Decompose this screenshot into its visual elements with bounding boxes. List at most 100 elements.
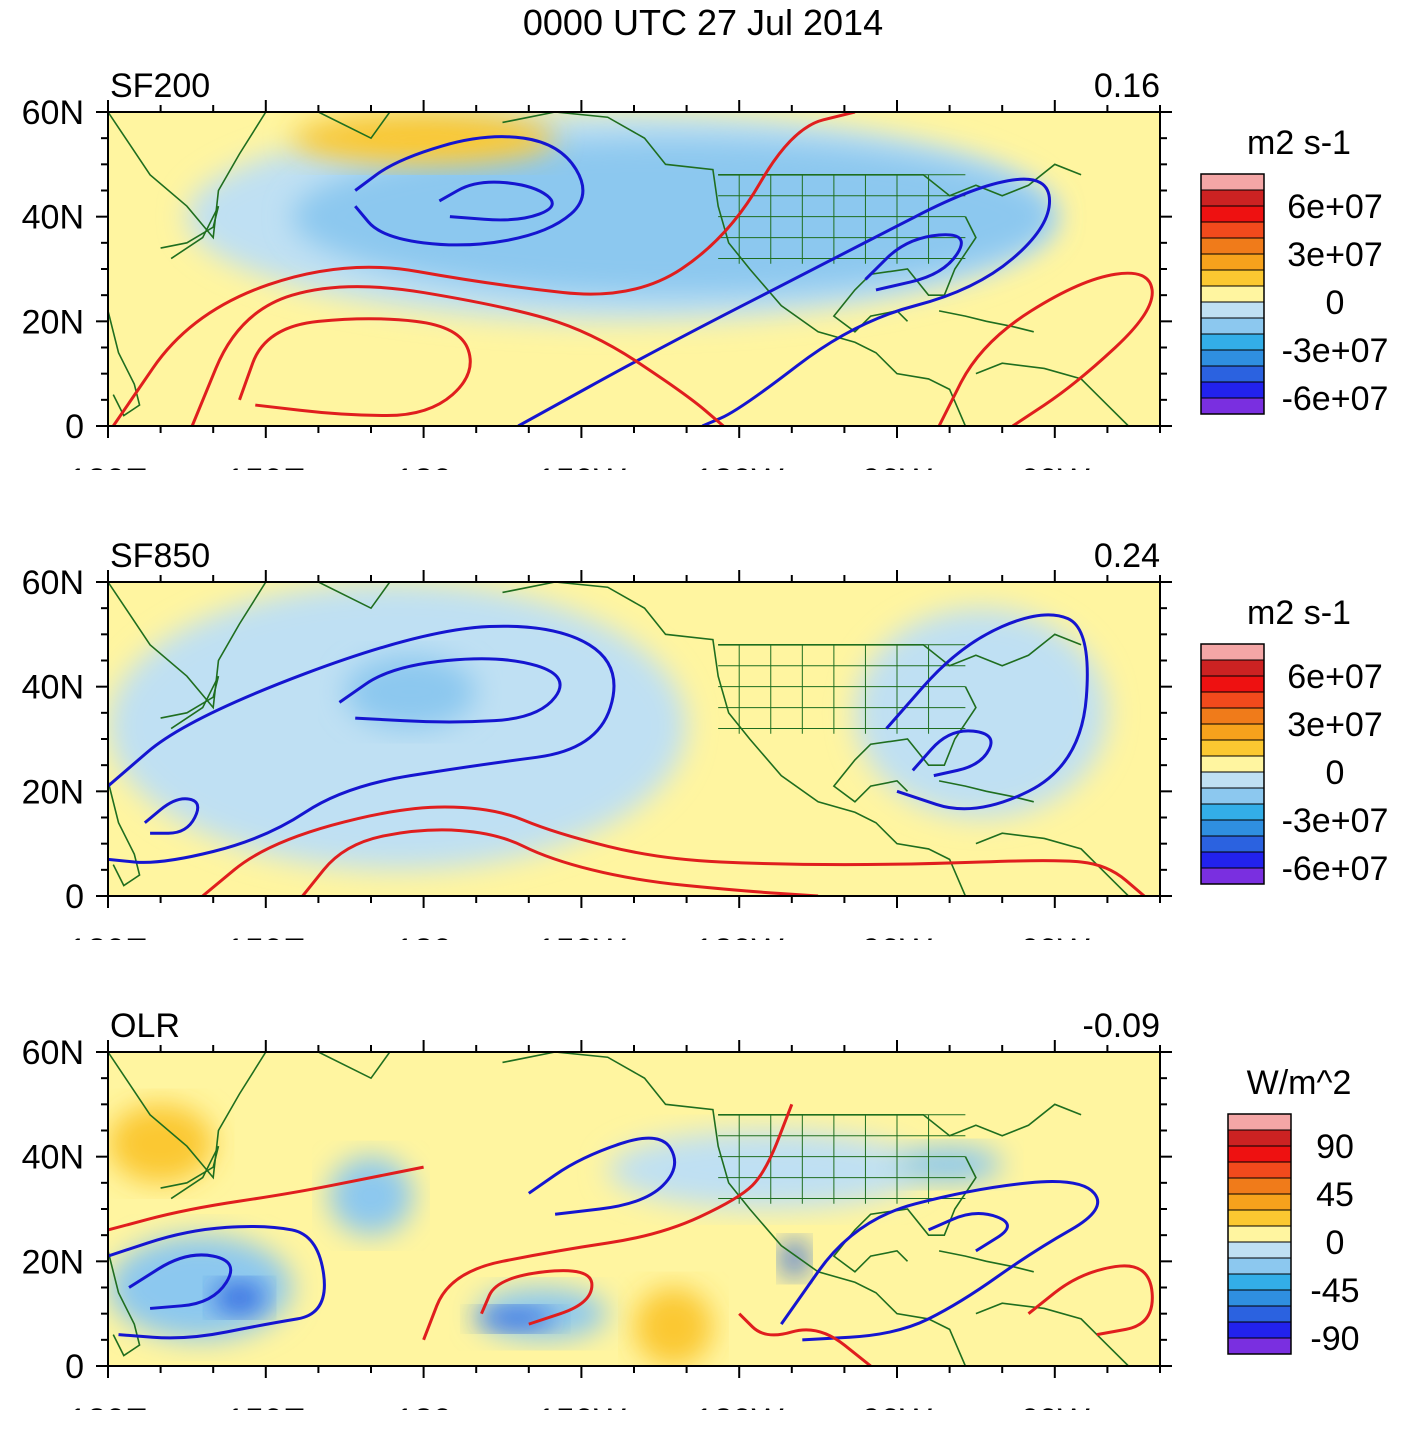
- plot-area: [108, 582, 1160, 896]
- negative-contour: [517, 177, 1052, 426]
- negative-contour: [780, 1180, 1100, 1342]
- plot-area: [108, 112, 1160, 426]
- figure-title: 0000 UTC 27 Jul 2014: [522, 2, 884, 43]
- x-tick-label: 60W: [1020, 932, 1090, 940]
- colorbar-swatch: [1227, 1113, 1292, 1131]
- colorbar-swatch: [1200, 659, 1265, 677]
- colorbar-frame: [1200, 173, 1265, 415]
- positive-contour: [480, 1269, 594, 1326]
- coastline: [108, 1250, 141, 1357]
- coastline: [108, 310, 141, 417]
- y-tick-label: 40N: [22, 669, 84, 707]
- panel-title: OLR: [110, 1007, 180, 1045]
- y-tick-label: 20N: [22, 1243, 84, 1281]
- colorbar-label: 0: [1326, 284, 1345, 322]
- positive-contour: [301, 828, 819, 896]
- positive-contour: [1027, 1264, 1154, 1337]
- colorbar-units: m2 s-1: [1247, 124, 1351, 162]
- x-tick-label: 120W: [695, 462, 784, 470]
- colorbar-label: 3e+07: [1287, 236, 1383, 274]
- colorbar-units: W/m^2: [1247, 1064, 1352, 1102]
- positive-contour: [238, 317, 472, 418]
- x-tick-label: 150E: [226, 932, 305, 940]
- shading-region: [476, 1308, 556, 1330]
- colorbar-swatch: [1200, 333, 1265, 351]
- colorbar-swatch: [1200, 237, 1265, 255]
- colorbar-swatch: [1200, 739, 1265, 757]
- colorbar-swatch: [1227, 1145, 1292, 1163]
- colorbar-swatch: [1200, 851, 1265, 869]
- colorbar-swatch: [1200, 205, 1265, 223]
- negative-contour: [108, 1224, 326, 1340]
- x-tick-label: 150E: [226, 462, 305, 470]
- colorbar-swatch: [1200, 397, 1265, 415]
- colorbar-units: m2 s-1: [1247, 594, 1351, 632]
- colorbar-label: -90: [1310, 1320, 1359, 1358]
- correlation-value: 0.16: [1094, 67, 1160, 105]
- shading-region: [292, 138, 1055, 296]
- y-tick-label: 0: [65, 1348, 84, 1386]
- colorbar-swatch: [1227, 1241, 1292, 1259]
- coastline: [938, 310, 1034, 333]
- sf850-chart: 120E 150E 180 150W 120W 90W 60W 0 20N 40N 60N SF850…: [22, 537, 1389, 940]
- tick-layer: [96, 100, 1172, 438]
- negative-contour: [885, 613, 1089, 811]
- shading-region: [108, 1052, 1160, 1366]
- colorbar-label: 90: [1316, 1128, 1354, 1166]
- negative-contour: [143, 797, 200, 835]
- x-tick-label: 150E: [226, 1402, 305, 1410]
- colorbar-swatch: [1200, 787, 1265, 805]
- coastline: [108, 780, 141, 887]
- coastline: [318, 582, 391, 610]
- colorbar-label: 0: [1326, 1224, 1345, 1262]
- contour-layer: [108, 613, 1146, 896]
- colorbar-label: -45: [1310, 1272, 1359, 1310]
- y-tick-label: 0: [65, 408, 84, 446]
- y-tick-label: 60N: [22, 1034, 84, 1072]
- colorbar-label: 6e+07: [1287, 658, 1383, 696]
- shading-region: [634, 1287, 713, 1366]
- colorbar-label: 0: [1326, 754, 1345, 792]
- colorbar-label: 45: [1316, 1176, 1354, 1214]
- colorbar-swatch: [1227, 1209, 1292, 1227]
- colorbar-swatch: [1227, 1193, 1292, 1211]
- shading-layer: [108, 112, 1160, 426]
- y-tick-label: 20N: [22, 773, 84, 811]
- colorbar-swatch: [1227, 1273, 1292, 1291]
- colorbar-label: 3e+07: [1287, 706, 1383, 744]
- colorbar-swatch: [1227, 1337, 1292, 1355]
- coastline: [318, 1052, 391, 1080]
- negative-contour: [128, 1253, 233, 1310]
- olr-panel: 120E 150E 180 150W 120W 90W 60W 0 20N 40N 60N OLR -0…: [0, 940, 1406, 1410]
- colorbar-swatch: [1200, 867, 1265, 885]
- coastline-layer: [108, 1052, 1130, 1366]
- sf200-chart: 120E 150E 180 150W 120W 90W 60W 0 20N 40N 60N SF200…: [22, 67, 1389, 470]
- panel-title: SF200: [110, 67, 210, 105]
- coastline: [718, 163, 1082, 197]
- positive-contour: [937, 271, 1154, 426]
- tick-layer: [96, 570, 1172, 908]
- shading-region: [213, 1282, 266, 1314]
- shading-region: [781, 1240, 808, 1278]
- contour-layer: [108, 1103, 1154, 1366]
- colorbar-swatch: [1200, 189, 1265, 207]
- x-tick-label: 120E: [68, 932, 147, 940]
- coastline: [938, 1250, 1034, 1273]
- shading-layer: [108, 1052, 1160, 1366]
- colorbar-swatch: [1200, 365, 1265, 383]
- correlation-value: -0.09: [1083, 1007, 1161, 1045]
- y-tick-label: 60N: [22, 564, 84, 602]
- negative-contour: [864, 233, 963, 292]
- x-tick-label: 90W: [862, 932, 932, 940]
- x-tick-label: 90W: [862, 462, 932, 470]
- coastline: [832, 686, 977, 803]
- colorbar-frame: [1227, 1113, 1292, 1355]
- coastline: [975, 362, 1130, 426]
- coastline: [318, 112, 391, 140]
- shading-region: [344, 655, 477, 729]
- coastline: [108, 112, 267, 240]
- x-tick-label: 120W: [695, 1402, 784, 1410]
- x-tick-label: 90W: [862, 1402, 932, 1410]
- coastline: [160, 675, 220, 730]
- x-tick-label: 150W: [537, 462, 626, 470]
